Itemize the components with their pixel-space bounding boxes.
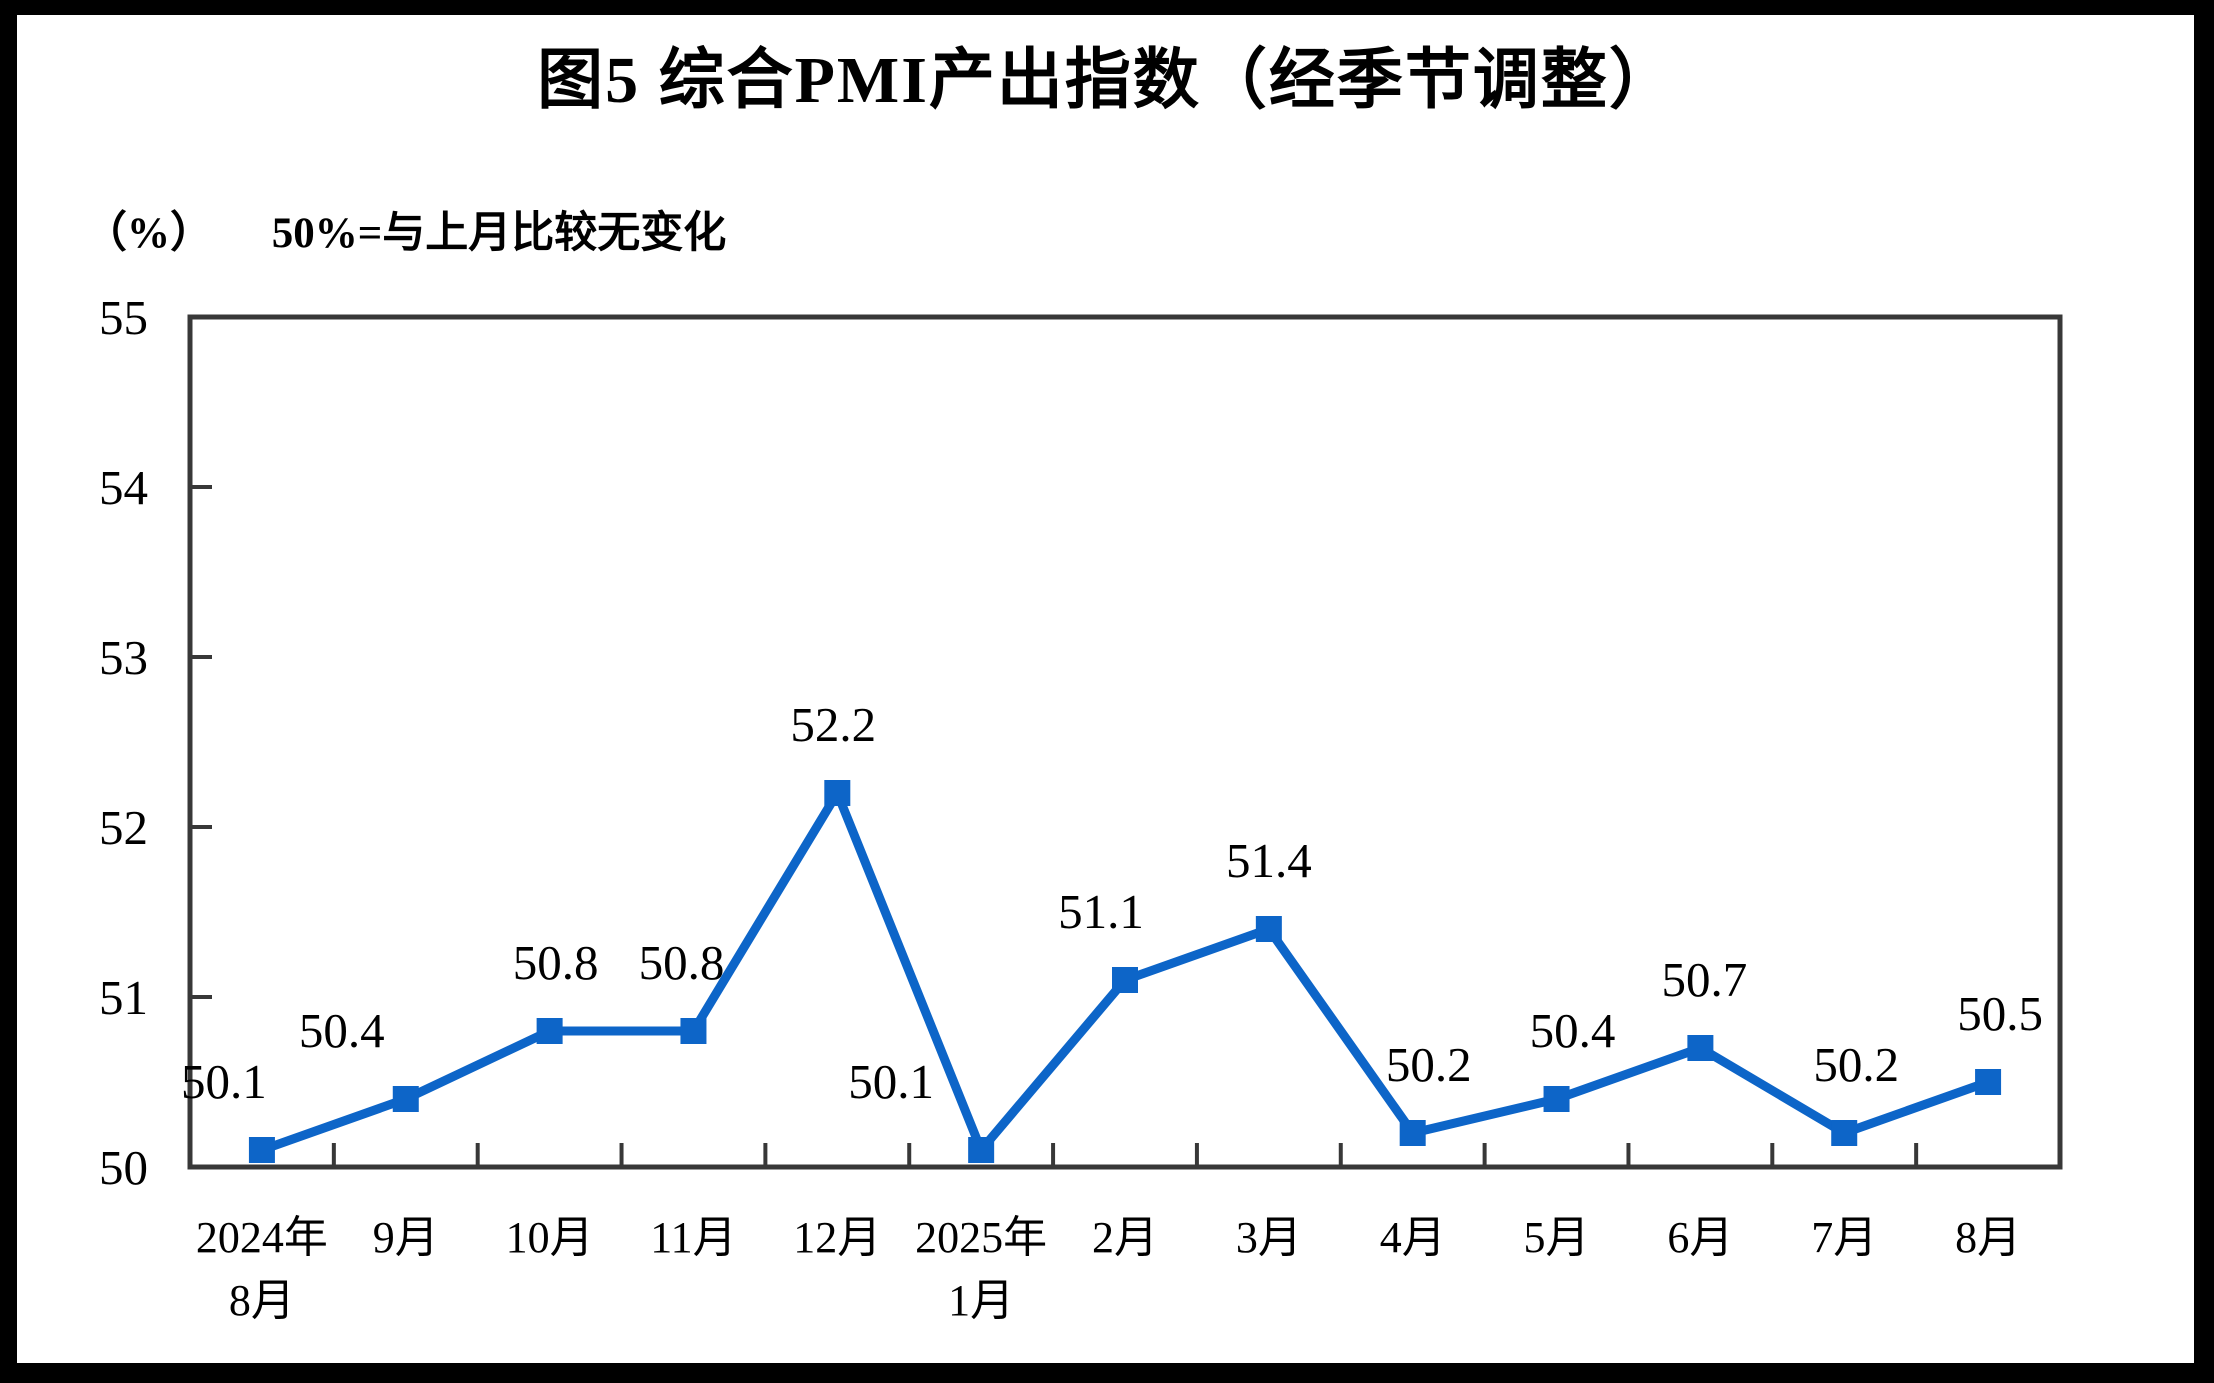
data-point-marker [1687,1035,1714,1061]
data-point-marker [1831,1120,1858,1146]
data-point-label: 50.4 [299,1003,385,1058]
data-point-label: 50.5 [1957,986,2043,1041]
data-point-marker [680,1018,707,1044]
x-axis-label: 12月 [793,1213,881,1262]
y-axis-label: 55 [99,290,148,345]
x-axis-label: 11月 [650,1213,736,1262]
y-axis-label: 52 [99,800,148,855]
data-point-marker [968,1137,995,1163]
chart-subtitle-row: （%） 50%=与上月比较无变化 [84,198,726,260]
data-point-label: 51.4 [1226,833,1312,888]
y-axis-unit-label: （%） [84,210,213,257]
data-point-marker [1543,1086,1570,1112]
data-point-label: 50.2 [1813,1037,1899,1092]
x-axis-label: 6月 [1667,1213,1733,1262]
data-point-label: 50.4 [1530,1003,1616,1058]
y-axis-label: 51 [99,970,148,1025]
y-axis-label: 54 [99,460,148,515]
x-axis-label: 8月 [1955,1213,2021,1262]
data-point-marker [824,780,851,806]
data-point-marker [248,1137,275,1163]
x-axis-label: 8月 [229,1276,295,1325]
data-point-marker [1112,967,1138,993]
data-point-label: 50.1 [848,1054,934,1109]
data-point-label: 51.1 [1058,884,1144,939]
y-axis-label: 50 [99,1140,148,1195]
data-point-label: 50.8 [513,935,599,990]
data-point-marker [1975,1069,2002,1095]
y-axis-label: 53 [99,630,148,685]
x-axis-label: 2月 [1092,1213,1158,1262]
x-axis-label: 2024年 [196,1213,328,1262]
data-point-label: 50.8 [639,935,725,990]
data-point-marker [1399,1120,1426,1146]
plot-border [187,314,2063,1170]
x-axis-label: 9月 [373,1213,439,1262]
x-axis-label: 10月 [506,1213,594,1262]
x-axis-label: 4月 [1380,1213,1446,1262]
x-axis-label: 3月 [1236,1213,1302,1262]
data-point-label: 52.2 [790,697,876,752]
chart-title: 图5 综合PMI产出指数（经季节调整） [537,44,1677,117]
data-point-marker [536,1018,563,1044]
x-axis-label: 1月 [948,1276,1014,1325]
data-point-label: 50.2 [1386,1037,1472,1092]
x-axis-label: 5月 [1524,1213,1590,1262]
data-point-label: 50.7 [1662,952,1748,1007]
figure-background [17,15,2194,1363]
x-axis-label: 7月 [1811,1213,1877,1262]
data-point-marker [392,1086,419,1112]
reference-note-label: 50%=与上月比较无变化 [271,210,727,257]
data-point-marker [1255,916,1282,942]
data-point-label: 50.1 [181,1054,267,1109]
x-axis-label: 2025年 [915,1213,1047,1262]
